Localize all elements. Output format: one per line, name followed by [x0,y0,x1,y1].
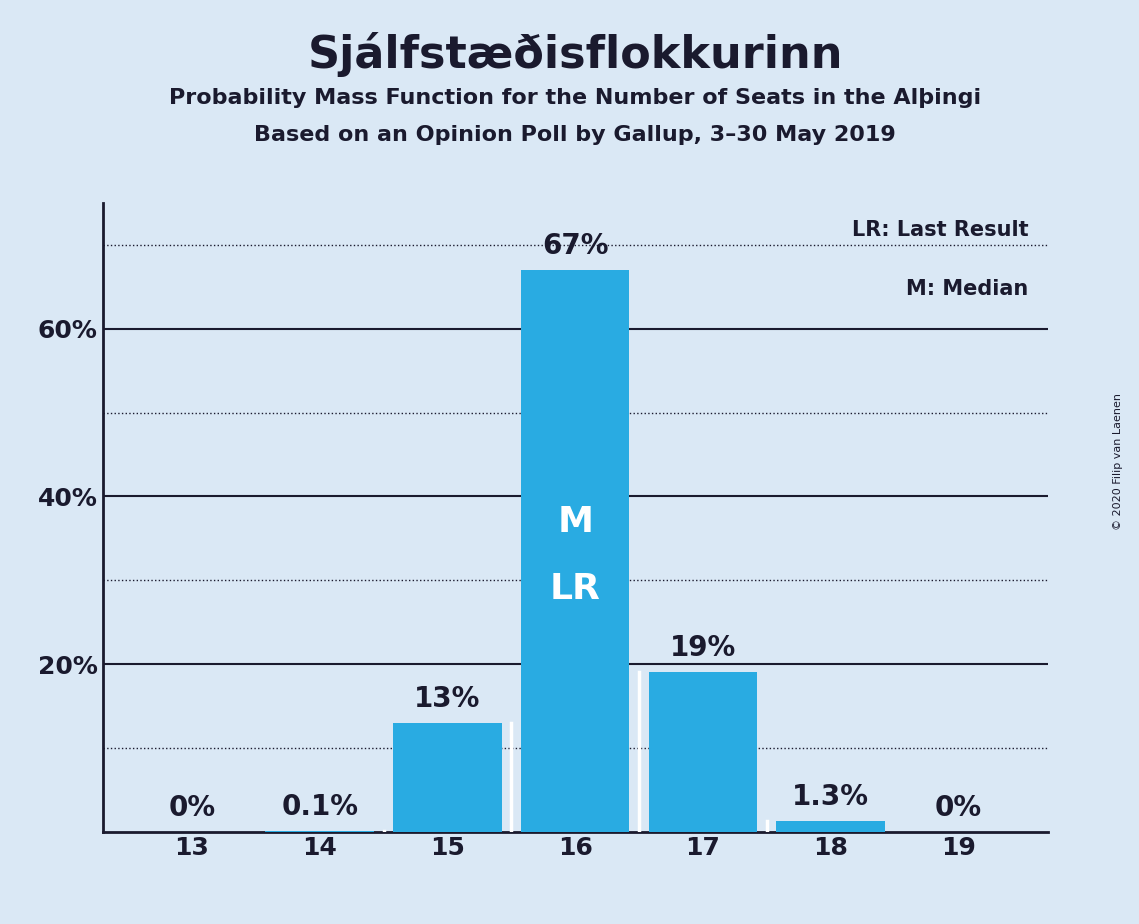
Text: Based on an Opinion Poll by Gallup, 3–30 May 2019: Based on an Opinion Poll by Gallup, 3–30… [254,125,896,145]
Bar [777,821,885,832]
Text: 0%: 0% [169,794,215,821]
Text: © 2020 Filip van Laenen: © 2020 Filip van Laenen [1114,394,1123,530]
Text: M: Median: M: Median [907,279,1029,298]
Text: 1.3%: 1.3% [793,783,869,810]
Text: LR: Last Result: LR: Last Result [852,220,1029,240]
Text: Sjálfstæðisflokkurinn: Sjálfstæðisflokkurinn [308,32,843,78]
Bar [521,271,630,832]
Text: 67%: 67% [542,232,608,261]
Bar [393,723,502,832]
Text: 0.1%: 0.1% [281,793,358,821]
Text: M: M [557,505,593,539]
Text: 13%: 13% [415,685,481,712]
Text: Probability Mass Function for the Number of Seats in the Alþingi: Probability Mass Function for the Number… [169,88,982,108]
Text: 0%: 0% [935,794,982,821]
Bar [648,673,757,832]
Text: LR: LR [550,572,600,605]
Text: 19%: 19% [670,635,736,663]
